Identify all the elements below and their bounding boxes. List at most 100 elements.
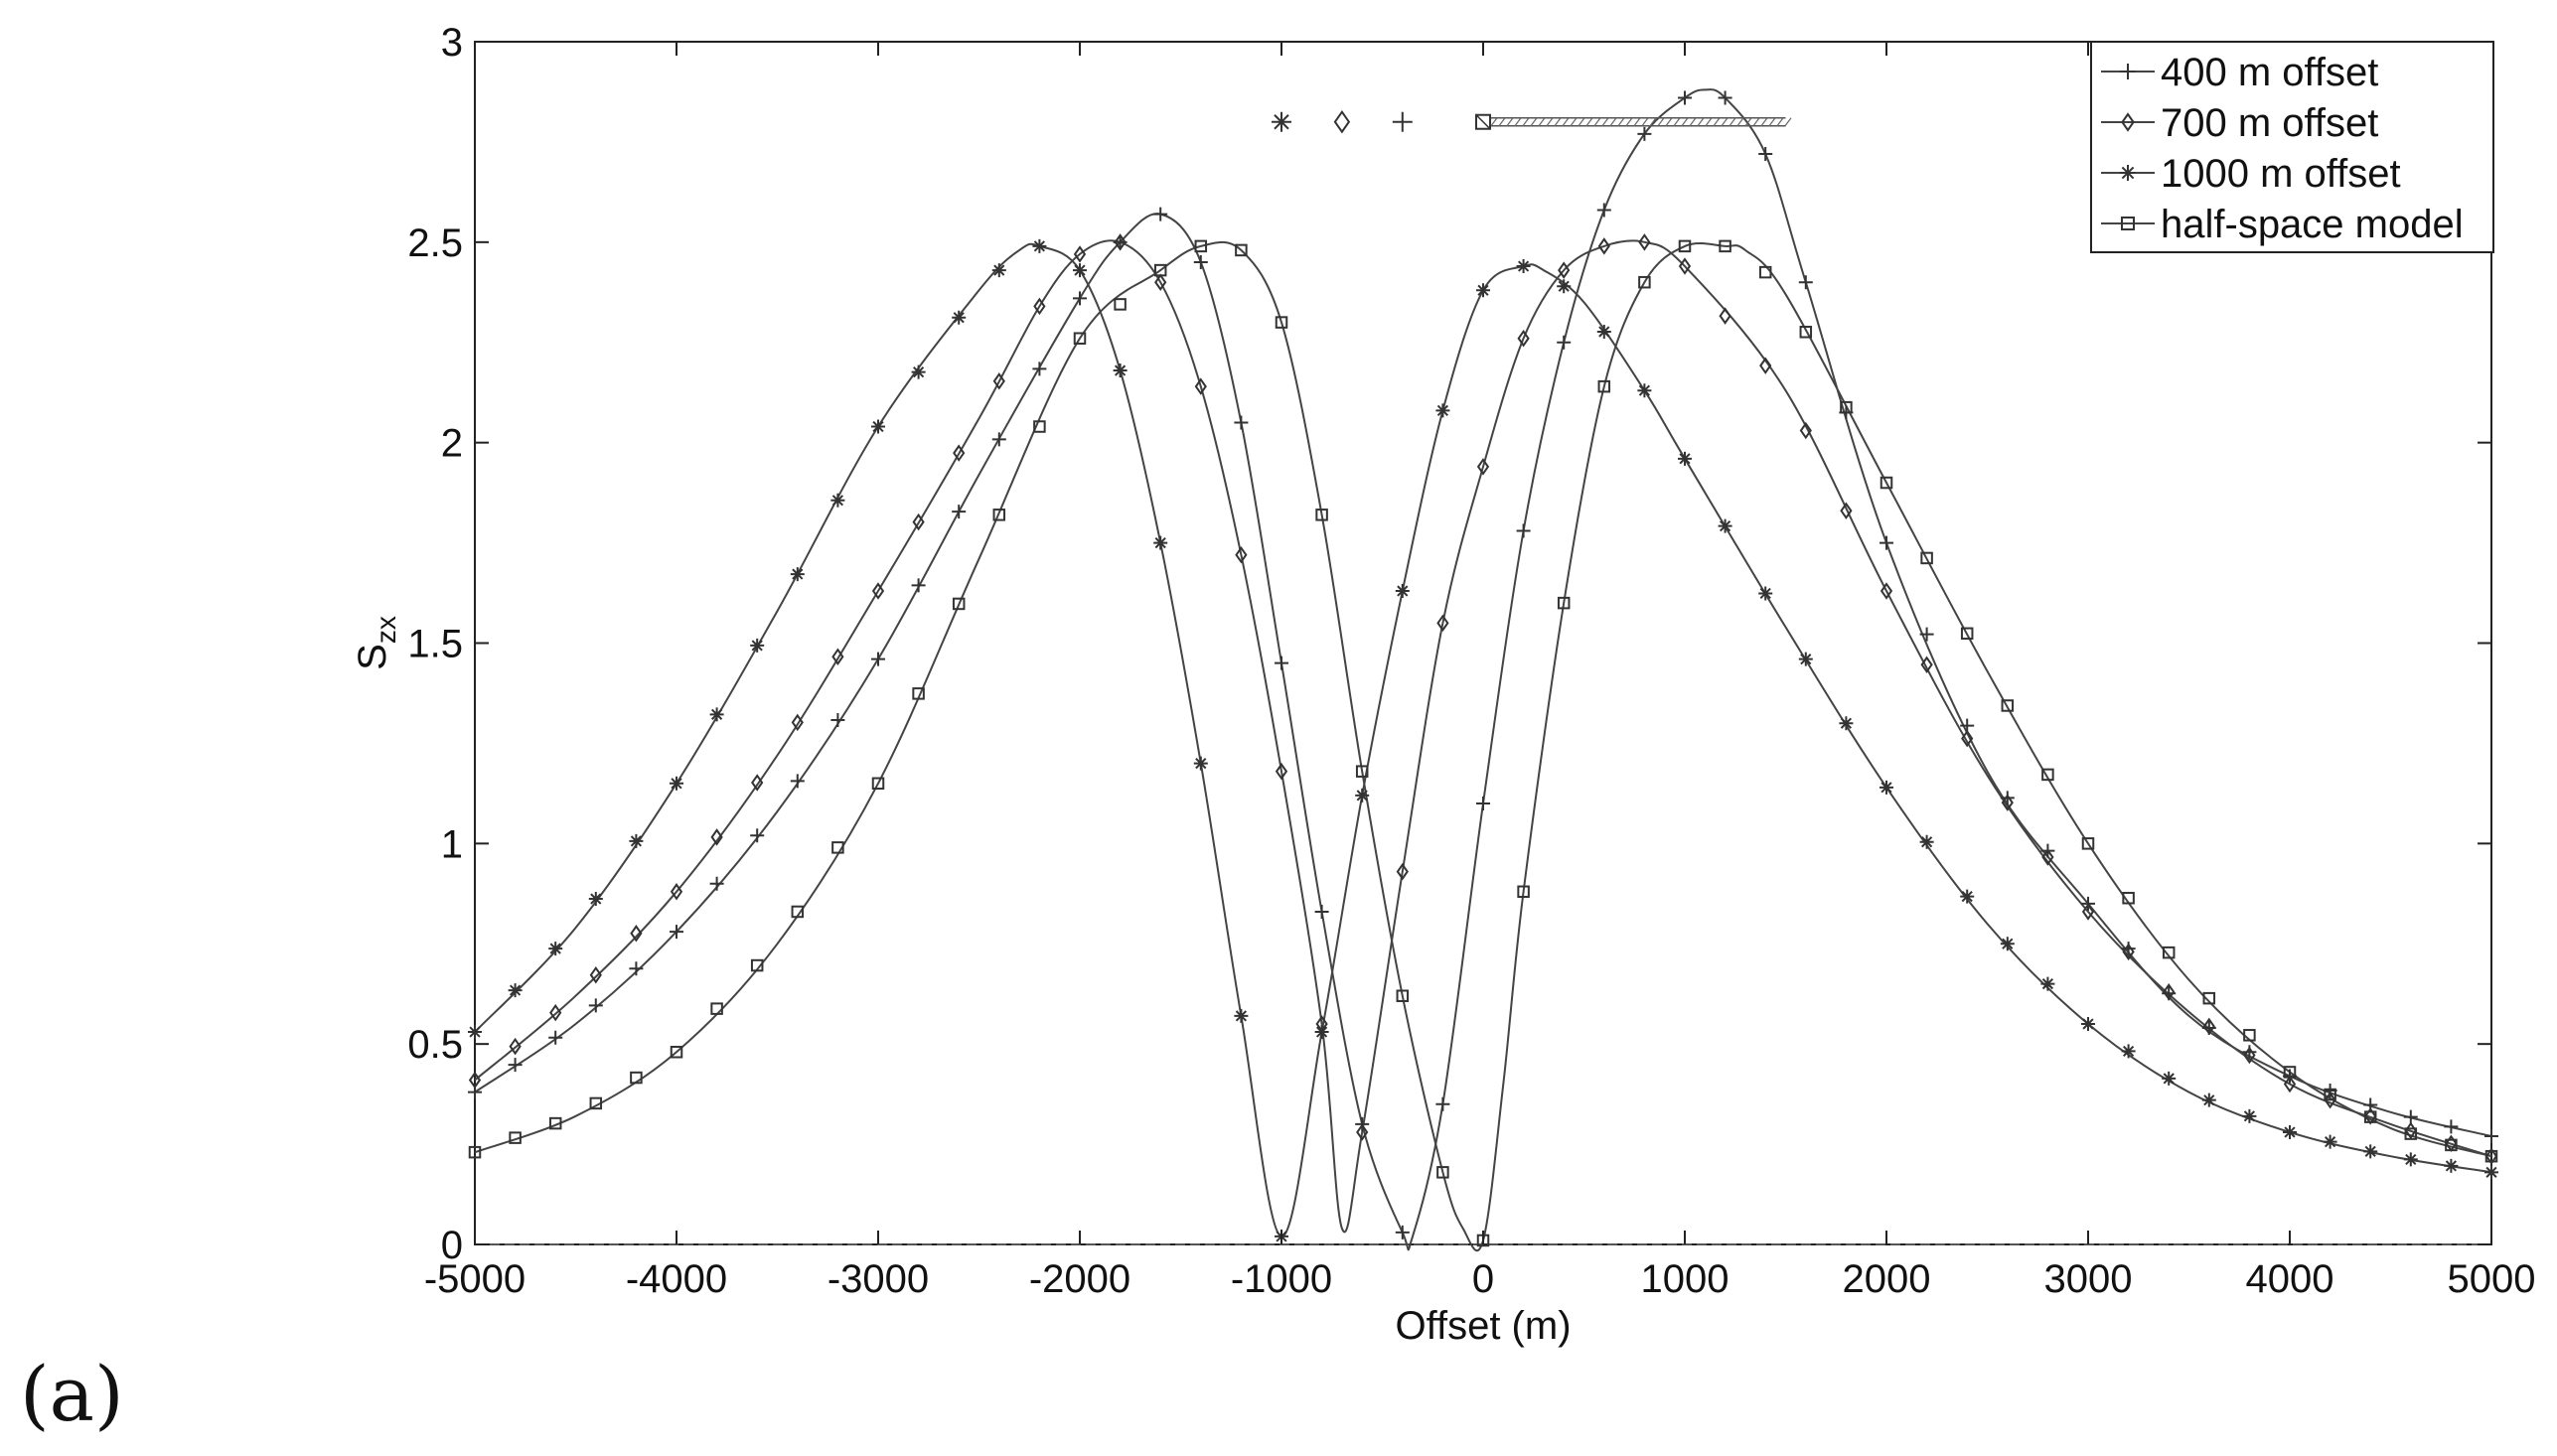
y-axis-label: Szx xyxy=(351,616,401,670)
y-axis-label-main: S xyxy=(351,644,394,670)
series-1-point xyxy=(791,713,804,732)
series-3-point xyxy=(791,905,805,919)
series-2-point xyxy=(1839,716,1854,731)
transmitter-line xyxy=(1490,116,1792,127)
legend-label: 700 m offset xyxy=(2161,101,2378,145)
receiver-transmitter-annotations xyxy=(1272,109,1792,134)
series-3-point xyxy=(1517,885,1530,899)
y-tick-label: 0.5 xyxy=(407,1023,463,1067)
series-2-point xyxy=(830,493,845,508)
series-2-point xyxy=(1880,780,1893,795)
series-2-point xyxy=(1395,584,1410,599)
transmitter-start-square xyxy=(1475,113,1491,130)
legend-item: 1000 m offset xyxy=(2101,152,2401,196)
series-2-point xyxy=(1355,788,1370,802)
series-1-point xyxy=(549,1003,562,1022)
legend-marker xyxy=(2121,112,2135,132)
legend-marker xyxy=(2121,217,2135,230)
series-1-point xyxy=(831,648,844,665)
series-0-point xyxy=(2403,1109,2418,1124)
series-1-point xyxy=(2122,943,2135,961)
series-1-point xyxy=(1799,421,1812,440)
series-2-point xyxy=(2242,1108,2257,1123)
series-1-point xyxy=(1275,762,1288,781)
series-3-point xyxy=(952,597,966,611)
series-3-point xyxy=(1880,476,1893,490)
series-3-point xyxy=(630,1071,643,1085)
legend-item: half-space model xyxy=(2101,203,2464,246)
series-0-point xyxy=(670,925,683,940)
series-1-point xyxy=(992,372,1005,390)
series-line-0 xyxy=(474,88,2492,1251)
series-2-point xyxy=(1435,403,1450,418)
legend-item: 700 m offset xyxy=(2101,101,2378,145)
x-tick-label: -5000 xyxy=(424,1257,526,1301)
series-1-point xyxy=(1638,233,1651,251)
series-3-point xyxy=(1597,379,1611,393)
series-1-point xyxy=(1678,257,1692,275)
series-1-point xyxy=(630,925,643,943)
series-3-point xyxy=(548,1116,562,1130)
series-2-point xyxy=(2484,1165,2498,1180)
series-1-point xyxy=(1961,729,1974,748)
x-axis-label: Offset (m) xyxy=(1395,1304,1571,1348)
series-0-point xyxy=(952,505,967,519)
series-1-point xyxy=(2324,1091,2336,1109)
series-1-point xyxy=(2484,1147,2498,1165)
series-1-point xyxy=(1920,655,1933,674)
series-1-point xyxy=(2163,982,2176,1001)
series-3-point xyxy=(2404,1127,2418,1140)
series-1-point xyxy=(2081,903,2095,921)
y-tick-label: 2.5 xyxy=(407,221,463,265)
series-3-point xyxy=(1799,326,1813,339)
legend-item: 400 m offset xyxy=(2101,51,2378,94)
transmitter-start-cross xyxy=(1475,114,1491,130)
series-2-point xyxy=(1073,263,1087,278)
series-3-point xyxy=(992,509,1006,521)
legend-label: half-space model xyxy=(2161,203,2464,246)
series-1-point xyxy=(751,774,764,792)
x-tick-label: -1000 xyxy=(1231,1257,1332,1301)
x-tick-label: 2000 xyxy=(1843,1257,1931,1301)
panel-label: (a) xyxy=(20,1350,124,1438)
series-0-point xyxy=(629,961,644,976)
series-0-point xyxy=(790,774,805,789)
series-3-point xyxy=(1678,239,1692,253)
series-1-point xyxy=(1194,377,1207,395)
series-0-point xyxy=(709,876,724,891)
series-2-point xyxy=(991,263,1006,278)
series-3-point xyxy=(1719,239,1731,253)
series-3-point xyxy=(1153,263,1167,277)
series-3-point xyxy=(1960,627,1974,641)
series-2-point xyxy=(1032,238,1047,253)
x-tick-label: 5000 xyxy=(2448,1257,2536,1301)
series-3-point xyxy=(2445,1138,2458,1152)
series-3-point xyxy=(2162,946,2176,959)
series-0-point xyxy=(1919,627,1934,642)
series-0-point xyxy=(1314,904,1329,919)
legend-label: 400 m offset xyxy=(2161,51,2378,94)
series-0-point xyxy=(750,828,765,843)
series-2-point xyxy=(1798,652,1813,666)
series-3-point xyxy=(2363,1110,2377,1123)
series-2-point xyxy=(1476,283,1490,298)
series-3-point xyxy=(831,841,844,854)
series-3-point xyxy=(1114,298,1127,311)
series-3-point xyxy=(2243,1029,2256,1042)
series-1-point xyxy=(871,582,885,600)
series-3-point xyxy=(2081,837,2095,850)
series-0-point xyxy=(1234,415,1249,430)
series-3-point xyxy=(1758,265,1772,279)
series-0-point xyxy=(1435,1096,1450,1111)
series-1-point xyxy=(1235,545,1248,564)
series-0-point xyxy=(1476,796,1490,810)
axis-ticks: -5000 -4000 -3000 -2000 -1000 0 1000 2000 3000 40… xyxy=(407,21,2535,1301)
series-3-point xyxy=(2202,991,2216,1005)
series-2-point xyxy=(1314,1025,1329,1040)
series-2-point xyxy=(1960,889,1975,904)
series-2-point xyxy=(2201,1092,2216,1107)
series-0-point xyxy=(1073,291,1087,306)
series-1-point xyxy=(1033,297,1046,316)
series-1-point xyxy=(2283,1075,2297,1093)
series-2-point xyxy=(2363,1144,2378,1159)
